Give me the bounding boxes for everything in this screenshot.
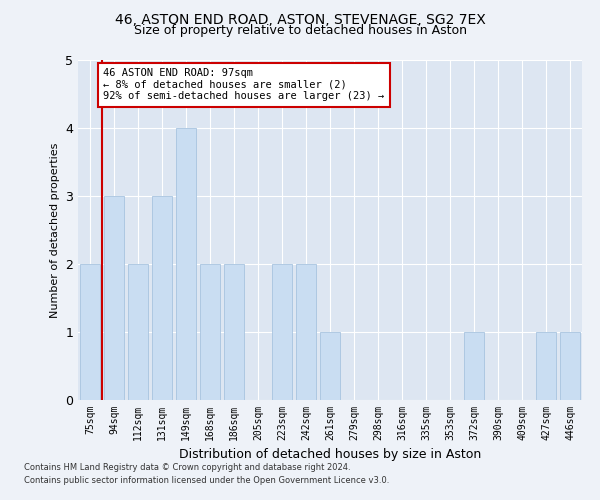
Text: 46, ASTON END ROAD, ASTON, STEVENAGE, SG2 7EX: 46, ASTON END ROAD, ASTON, STEVENAGE, SG… xyxy=(115,12,485,26)
Bar xyxy=(104,196,124,400)
Bar xyxy=(80,264,100,400)
Bar xyxy=(152,196,172,400)
Bar xyxy=(200,264,220,400)
Bar xyxy=(176,128,196,400)
Bar xyxy=(560,332,580,400)
Bar xyxy=(224,264,244,400)
Bar xyxy=(464,332,484,400)
Text: Size of property relative to detached houses in Aston: Size of property relative to detached ho… xyxy=(133,24,467,37)
X-axis label: Distribution of detached houses by size in Aston: Distribution of detached houses by size … xyxy=(179,448,481,462)
Text: Contains public sector information licensed under the Open Government Licence v3: Contains public sector information licen… xyxy=(24,476,389,485)
Bar xyxy=(128,264,148,400)
Y-axis label: Number of detached properties: Number of detached properties xyxy=(50,142,59,318)
Bar xyxy=(296,264,316,400)
Text: 46 ASTON END ROAD: 97sqm
← 8% of detached houses are smaller (2)
92% of semi-det: 46 ASTON END ROAD: 97sqm ← 8% of detache… xyxy=(103,68,385,102)
Bar xyxy=(272,264,292,400)
Bar xyxy=(536,332,556,400)
Text: Contains HM Land Registry data © Crown copyright and database right 2024.: Contains HM Land Registry data © Crown c… xyxy=(24,464,350,472)
Bar xyxy=(320,332,340,400)
